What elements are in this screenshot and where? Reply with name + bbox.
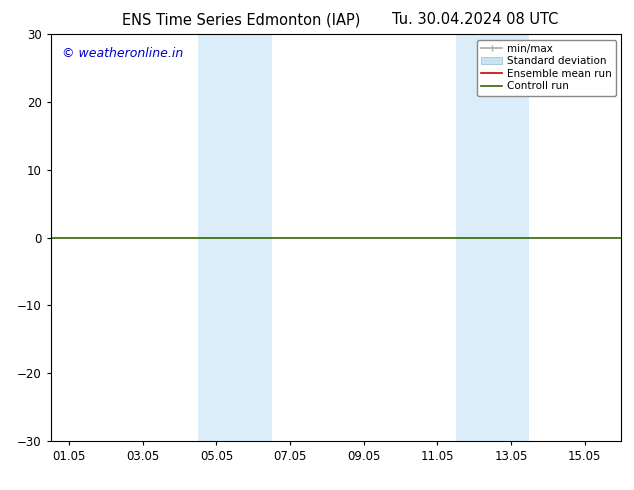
Bar (456, 34, 529, 441)
Legend: min/max, Standard deviation, Ensemble mean run, Controll run: min/max, Standard deviation, Ensemble me… (477, 40, 616, 96)
Bar (198, 34, 271, 441)
Text: ENS Time Series Edmonton (IAP): ENS Time Series Edmonton (IAP) (122, 12, 360, 27)
Text: Tu. 30.04.2024 08 UTC: Tu. 30.04.2024 08 UTC (392, 12, 559, 27)
Text: © weatheronline.in: © weatheronline.in (62, 47, 183, 59)
